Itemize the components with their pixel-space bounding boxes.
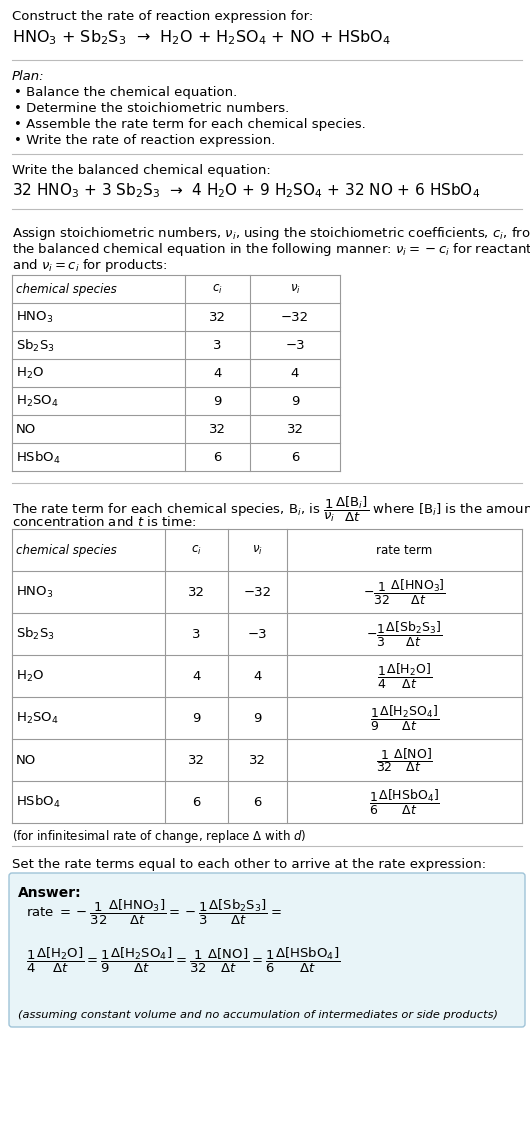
Text: $\dfrac{1}{4}\dfrac{\Delta[\mathrm{H_2O}]}{\Delta t} = \dfrac{1}{9}\dfrac{\Delta: $\dfrac{1}{4}\dfrac{\Delta[\mathrm{H_2O}… (26, 946, 340, 974)
Text: $\dfrac{1}{4}\dfrac{\Delta[\mathrm{H_2O}]}{\Delta t}$: $\dfrac{1}{4}\dfrac{\Delta[\mathrm{H_2O}… (377, 661, 432, 691)
Text: Assign stoichiometric numbers, $\nu_i$, using the stoichiometric coefficients, $: Assign stoichiometric numbers, $\nu_i$, … (12, 225, 530, 242)
Text: $-\dfrac{1}{32}\dfrac{\Delta[\mathrm{HNO_3}]}{\Delta t}$: $-\dfrac{1}{32}\dfrac{\Delta[\mathrm{HNO… (363, 577, 446, 607)
Text: 32: 32 (188, 753, 205, 767)
Text: −32: −32 (243, 585, 271, 599)
Text: 32: 32 (209, 423, 226, 436)
Text: 6: 6 (192, 795, 201, 808)
Text: 32 HNO$_3$ + 3 Sb$_2$S$_3$  →  4 H$_2$O + 9 H$_2$SO$_4$ + 32 NO + 6 HSbO$_4$: 32 HNO$_3$ + 3 Sb$_2$S$_3$ → 4 H$_2$O + … (12, 181, 480, 199)
Text: −3: −3 (248, 627, 267, 641)
Text: Plan:: Plan: (12, 71, 45, 83)
Text: (assuming constant volume and no accumulation of intermediates or side products): (assuming constant volume and no accumul… (18, 1011, 498, 1020)
Text: 4: 4 (253, 669, 262, 683)
Text: • Determine the stoichiometric numbers.: • Determine the stoichiometric numbers. (14, 102, 289, 115)
Text: Construct the rate of reaction expression for:: Construct the rate of reaction expressio… (12, 10, 313, 23)
Text: The rate term for each chemical species, B$_i$, is $\dfrac{1}{\nu_i}\dfrac{\Delt: The rate term for each chemical species,… (12, 495, 530, 525)
Text: chemical species: chemical species (16, 544, 117, 556)
Text: 4: 4 (192, 669, 201, 683)
Text: $c_i$: $c_i$ (191, 544, 202, 556)
Text: HSbO$_4$: HSbO$_4$ (16, 450, 60, 465)
Text: H$_2$O: H$_2$O (16, 366, 44, 381)
Text: 32: 32 (249, 753, 266, 767)
Text: 9: 9 (213, 395, 222, 409)
Text: • Balance the chemical equation.: • Balance the chemical equation. (14, 86, 237, 99)
Text: 32: 32 (209, 311, 226, 324)
Text: Sb$_2$S$_3$: Sb$_2$S$_3$ (16, 338, 55, 354)
Text: 3: 3 (213, 339, 222, 352)
Text: H$_2$O: H$_2$O (16, 668, 44, 684)
Text: 6: 6 (253, 795, 262, 808)
Text: −3: −3 (285, 339, 305, 352)
Text: 32: 32 (188, 585, 205, 599)
Text: H$_2$SO$_4$: H$_2$SO$_4$ (16, 710, 59, 726)
Text: HNO$_3$ + Sb$_2$S$_3$  →  H$_2$O + H$_2$SO$_4$ + NO + HSbO$_4$: HNO$_3$ + Sb$_2$S$_3$ → H$_2$O + H$_2$SO… (12, 28, 391, 47)
Text: rate term: rate term (376, 544, 432, 556)
Text: $-\dfrac{1}{3}\dfrac{\Delta[\mathrm{Sb_2S_3}]}{\Delta t}$: $-\dfrac{1}{3}\dfrac{\Delta[\mathrm{Sb_2… (366, 619, 443, 649)
Text: rate $= -\dfrac{1}{32}\dfrac{\Delta[\mathrm{HNO_3}]}{\Delta t} = -\dfrac{1}{3}\d: rate $= -\dfrac{1}{32}\dfrac{\Delta[\mat… (26, 898, 282, 926)
Text: H$_2$SO$_4$: H$_2$SO$_4$ (16, 394, 59, 409)
Text: 9: 9 (253, 711, 262, 725)
Text: $\dfrac{1}{32}\dfrac{\Delta[\mathrm{NO}]}{\Delta t}$: $\dfrac{1}{32}\dfrac{\Delta[\mathrm{NO}]… (376, 747, 433, 774)
Text: $\nu_i$: $\nu_i$ (252, 544, 263, 556)
Text: Write the balanced chemical equation:: Write the balanced chemical equation: (12, 164, 271, 178)
Text: and $\nu_i = c_i$ for products:: and $\nu_i = c_i$ for products: (12, 257, 167, 274)
Text: Set the rate terms equal to each other to arrive at the rate expression:: Set the rate terms equal to each other t… (12, 858, 486, 871)
FancyBboxPatch shape (9, 873, 525, 1026)
Text: NO: NO (16, 423, 36, 436)
Text: the balanced chemical equation in the following manner: $\nu_i = -c_i$ for react: the balanced chemical equation in the fo… (12, 241, 530, 258)
Text: • Write the rate of reaction expression.: • Write the rate of reaction expression. (14, 134, 276, 147)
Text: 9: 9 (192, 711, 201, 725)
Text: $\nu_i$: $\nu_i$ (289, 283, 301, 296)
Text: 32: 32 (287, 423, 304, 436)
Text: 4: 4 (213, 368, 222, 380)
Text: NO: NO (16, 753, 36, 767)
Text: HNO$_3$: HNO$_3$ (16, 310, 54, 325)
Text: $c_i$: $c_i$ (212, 283, 223, 296)
Text: HSbO$_4$: HSbO$_4$ (16, 794, 60, 810)
Text: chemical species: chemical species (16, 283, 117, 296)
Text: 4: 4 (291, 368, 299, 380)
Text: • Assemble the rate term for each chemical species.: • Assemble the rate term for each chemic… (14, 118, 366, 131)
Text: Answer:: Answer: (18, 887, 82, 900)
Text: $\dfrac{1}{9}\dfrac{\Delta[\mathrm{H_2SO_4}]}{\Delta t}$: $\dfrac{1}{9}\dfrac{\Delta[\mathrm{H_2SO… (370, 703, 439, 733)
Text: 6: 6 (213, 451, 222, 464)
Text: $\dfrac{1}{6}\dfrac{\Delta[\mathrm{HSbO_4}]}{\Delta t}$: $\dfrac{1}{6}\dfrac{\Delta[\mathrm{HSbO_… (369, 787, 440, 816)
Text: Sb$_2$S$_3$: Sb$_2$S$_3$ (16, 626, 55, 642)
Text: 3: 3 (192, 627, 201, 641)
Text: −32: −32 (281, 311, 309, 324)
Text: (for infinitesimal rate of change, replace Δ with $d$): (for infinitesimal rate of change, repla… (12, 828, 306, 846)
Text: HNO$_3$: HNO$_3$ (16, 585, 54, 600)
Text: 6: 6 (291, 451, 299, 464)
Text: 9: 9 (291, 395, 299, 409)
Text: concentration and $t$ is time:: concentration and $t$ is time: (12, 516, 196, 529)
